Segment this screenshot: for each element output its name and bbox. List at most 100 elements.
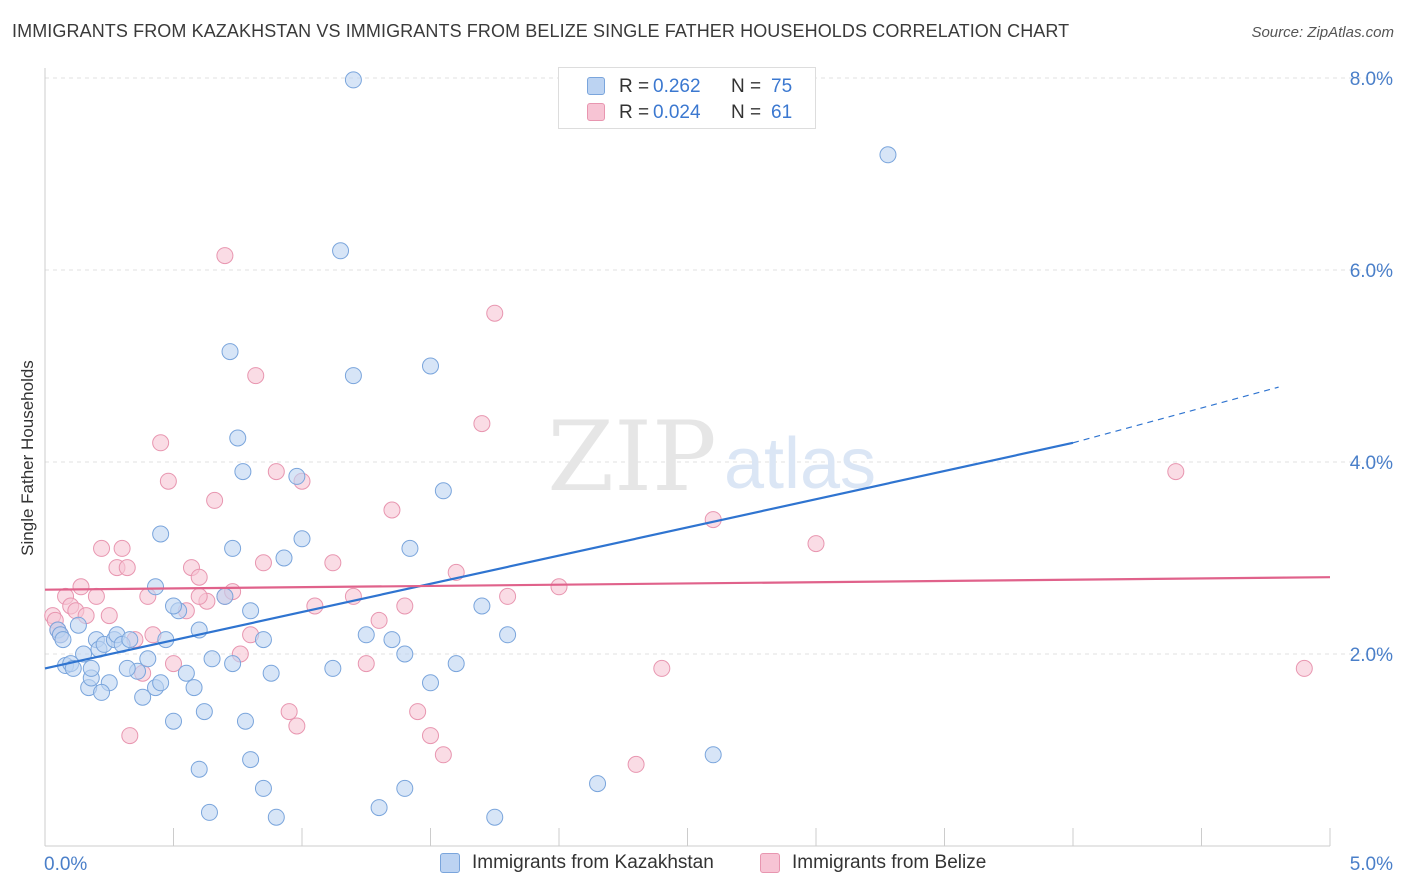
belize-point: [165, 655, 182, 673]
kazakhstan-point: [152, 525, 170, 543]
kazakhstan-point: [344, 71, 362, 89]
belize-point: [357, 655, 375, 673]
kazakhstan-point: [332, 242, 350, 260]
kazakhstan-point: [447, 655, 465, 673]
kazakhstan-points: [49, 71, 897, 826]
kazakhstan-point: [254, 631, 272, 649]
legend-r-value: 0.262: [653, 76, 701, 97]
kazakhstan-point: [69, 616, 87, 634]
belize-point: [486, 304, 504, 322]
kazakhstan-point: [236, 712, 254, 730]
kazakhstan-point: [118, 659, 136, 677]
kazakhstan-trend-extension: [1072, 386, 1279, 444]
tick-labels: 2.0% 4.0% 6.0% 8.0% 0.0% 5.0%: [44, 69, 1393, 875]
belize-point: [118, 559, 136, 577]
belize-point: [100, 607, 118, 625]
belize-point: [383, 501, 401, 519]
kazakhstan-point: [185, 679, 203, 697]
kazakhstan-point: [224, 539, 242, 557]
kazakhstan-point: [147, 578, 165, 596]
kazakhstan-point: [64, 659, 82, 677]
legend-r-label: R =: [619, 76, 650, 97]
kazakhstan-point: [422, 674, 439, 692]
kazakhstan-point: [357, 626, 375, 644]
belize-point: [93, 539, 111, 557]
belize-point: [422, 727, 439, 745]
belize-point: [267, 463, 285, 481]
bottom-legend-swatch-blue: [440, 853, 460, 873]
belize-point: [206, 491, 224, 509]
y-tick-label: 6.0%: [1350, 261, 1393, 282]
legend-swatch-pink: [587, 103, 605, 121]
belize-point: [499, 587, 517, 605]
y-axis-label: Single Father Households: [18, 360, 37, 556]
belize-point: [1167, 463, 1185, 481]
belize-point: [1295, 659, 1313, 677]
kazakhstan-point: [177, 664, 195, 682]
source-credit: Source: ZipAtlas.com: [1251, 24, 1394, 41]
kazakhstan-point: [234, 463, 252, 481]
kazakhstan-point: [262, 664, 280, 682]
belize-point: [434, 746, 452, 764]
kazakhstan-point: [221, 343, 239, 361]
belize-point: [653, 659, 671, 677]
bottom-legend-label: Immigrants from Belize: [792, 852, 987, 873]
legend-n-value: 61: [771, 102, 793, 123]
kazakhstan-point: [203, 650, 221, 668]
kazakhstan-point: [275, 549, 293, 567]
kazakhstan-point: [190, 760, 208, 778]
kazakhstan-point: [401, 539, 419, 557]
kazakhstan-point: [165, 597, 182, 615]
belize-point: [370, 611, 388, 629]
bottom-legend-label: Immigrants from Kazakhstan: [472, 852, 714, 873]
watermark-zip: ZIP: [547, 401, 716, 513]
belize-point: [550, 578, 568, 596]
kazakhstan-point: [344, 367, 362, 385]
belize-point: [288, 717, 306, 735]
x-tick-label: 0.0%: [44, 854, 87, 875]
kazakhstan-point: [704, 746, 722, 764]
axes: [44, 68, 1331, 847]
kazakhstan-point: [473, 597, 491, 615]
y-tick-label: 4.0%: [1350, 453, 1393, 474]
belize-point: [121, 727, 139, 745]
belize-trend-line: [44, 576, 1331, 591]
kazakhstan-point: [242, 751, 260, 769]
kazakhstan-point: [82, 659, 100, 677]
legend-swatch-blue: [587, 77, 605, 95]
belize-point: [280, 703, 298, 721]
kazakhstan-point: [195, 703, 213, 721]
legend-n-value: 75: [771, 76, 793, 97]
kazakhstan-point: [434, 482, 452, 500]
belize-point: [473, 415, 491, 433]
belize-point: [87, 587, 105, 605]
kazakhstan-point: [293, 530, 311, 548]
bottom-legend-swatch-pink: [760, 853, 780, 873]
kazakhstan-point: [396, 779, 414, 797]
belize-point: [216, 247, 234, 265]
legend-n-label: N =: [731, 76, 762, 97]
kazakhstan-trend-line: [44, 441, 1074, 670]
kazakhstan-point: [254, 779, 272, 797]
belize-point: [159, 472, 177, 490]
grid-lines: [45, 77, 1390, 655]
kazakhstan-point: [288, 467, 306, 485]
kazakhstan-point: [589, 775, 607, 793]
y-tick-label: 8.0%: [1350, 69, 1393, 90]
kazakhstan-point: [499, 626, 517, 644]
kazakhstan-point: [324, 659, 342, 677]
kazakhstan-point: [224, 655, 242, 673]
belize-point: [306, 597, 324, 615]
kazakhstan-point: [242, 602, 260, 620]
belize-point: [72, 578, 90, 596]
kazakhstan-point: [422, 357, 439, 375]
kazakhstan-point: [383, 631, 401, 649]
belize-point: [113, 539, 131, 557]
belize-point: [409, 703, 427, 721]
y-tick-label: 2.0%: [1350, 645, 1393, 666]
kazakhstan-point: [267, 808, 285, 826]
legend-r-label: R =: [619, 102, 650, 123]
legend-r-value: 0.024: [653, 102, 701, 123]
kazakhstan-point: [229, 429, 247, 447]
